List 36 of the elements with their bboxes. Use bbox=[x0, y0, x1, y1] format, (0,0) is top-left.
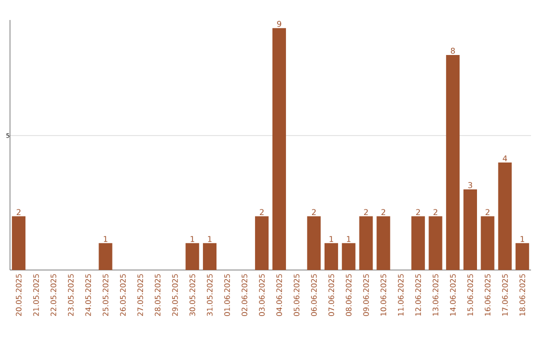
data-label: 3 bbox=[468, 182, 472, 188]
data-label: 8 bbox=[450, 48, 455, 54]
bar bbox=[376, 216, 390, 270]
bar bbox=[516, 243, 530, 270]
data-label: 2 bbox=[312, 209, 316, 216]
bar bbox=[98, 243, 112, 270]
bar bbox=[307, 216, 321, 270]
data-label: 2 bbox=[486, 209, 490, 216]
data-label: 2 bbox=[416, 209, 420, 216]
data-label: 2 bbox=[364, 209, 368, 216]
data-label: 1 bbox=[520, 236, 524, 242]
bar bbox=[255, 216, 269, 270]
data-label: 2 bbox=[260, 209, 264, 216]
data-label: 1 bbox=[104, 236, 108, 242]
data-label: 1 bbox=[346, 236, 350, 242]
bar bbox=[186, 243, 200, 270]
data-label: 2 bbox=[381, 209, 386, 216]
data-label: 9 bbox=[277, 20, 282, 27]
bar bbox=[428, 216, 442, 270]
bar bbox=[272, 28, 286, 270]
bar bbox=[202, 243, 216, 270]
bar bbox=[342, 243, 356, 270]
bar bbox=[498, 162, 512, 270]
bar bbox=[480, 216, 494, 270]
bar bbox=[463, 189, 477, 270]
bar bbox=[324, 243, 338, 270]
bar bbox=[446, 54, 460, 270]
bar bbox=[359, 216, 373, 270]
data-label: 4 bbox=[502, 155, 508, 162]
data-label: 1 bbox=[330, 236, 334, 242]
data-label: 2 bbox=[16, 209, 20, 216]
data-label: 1 bbox=[190, 236, 194, 242]
data-label: 1 bbox=[208, 236, 212, 242]
data-label: 2 bbox=[434, 209, 438, 216]
bar bbox=[12, 216, 26, 270]
bar bbox=[411, 216, 425, 270]
